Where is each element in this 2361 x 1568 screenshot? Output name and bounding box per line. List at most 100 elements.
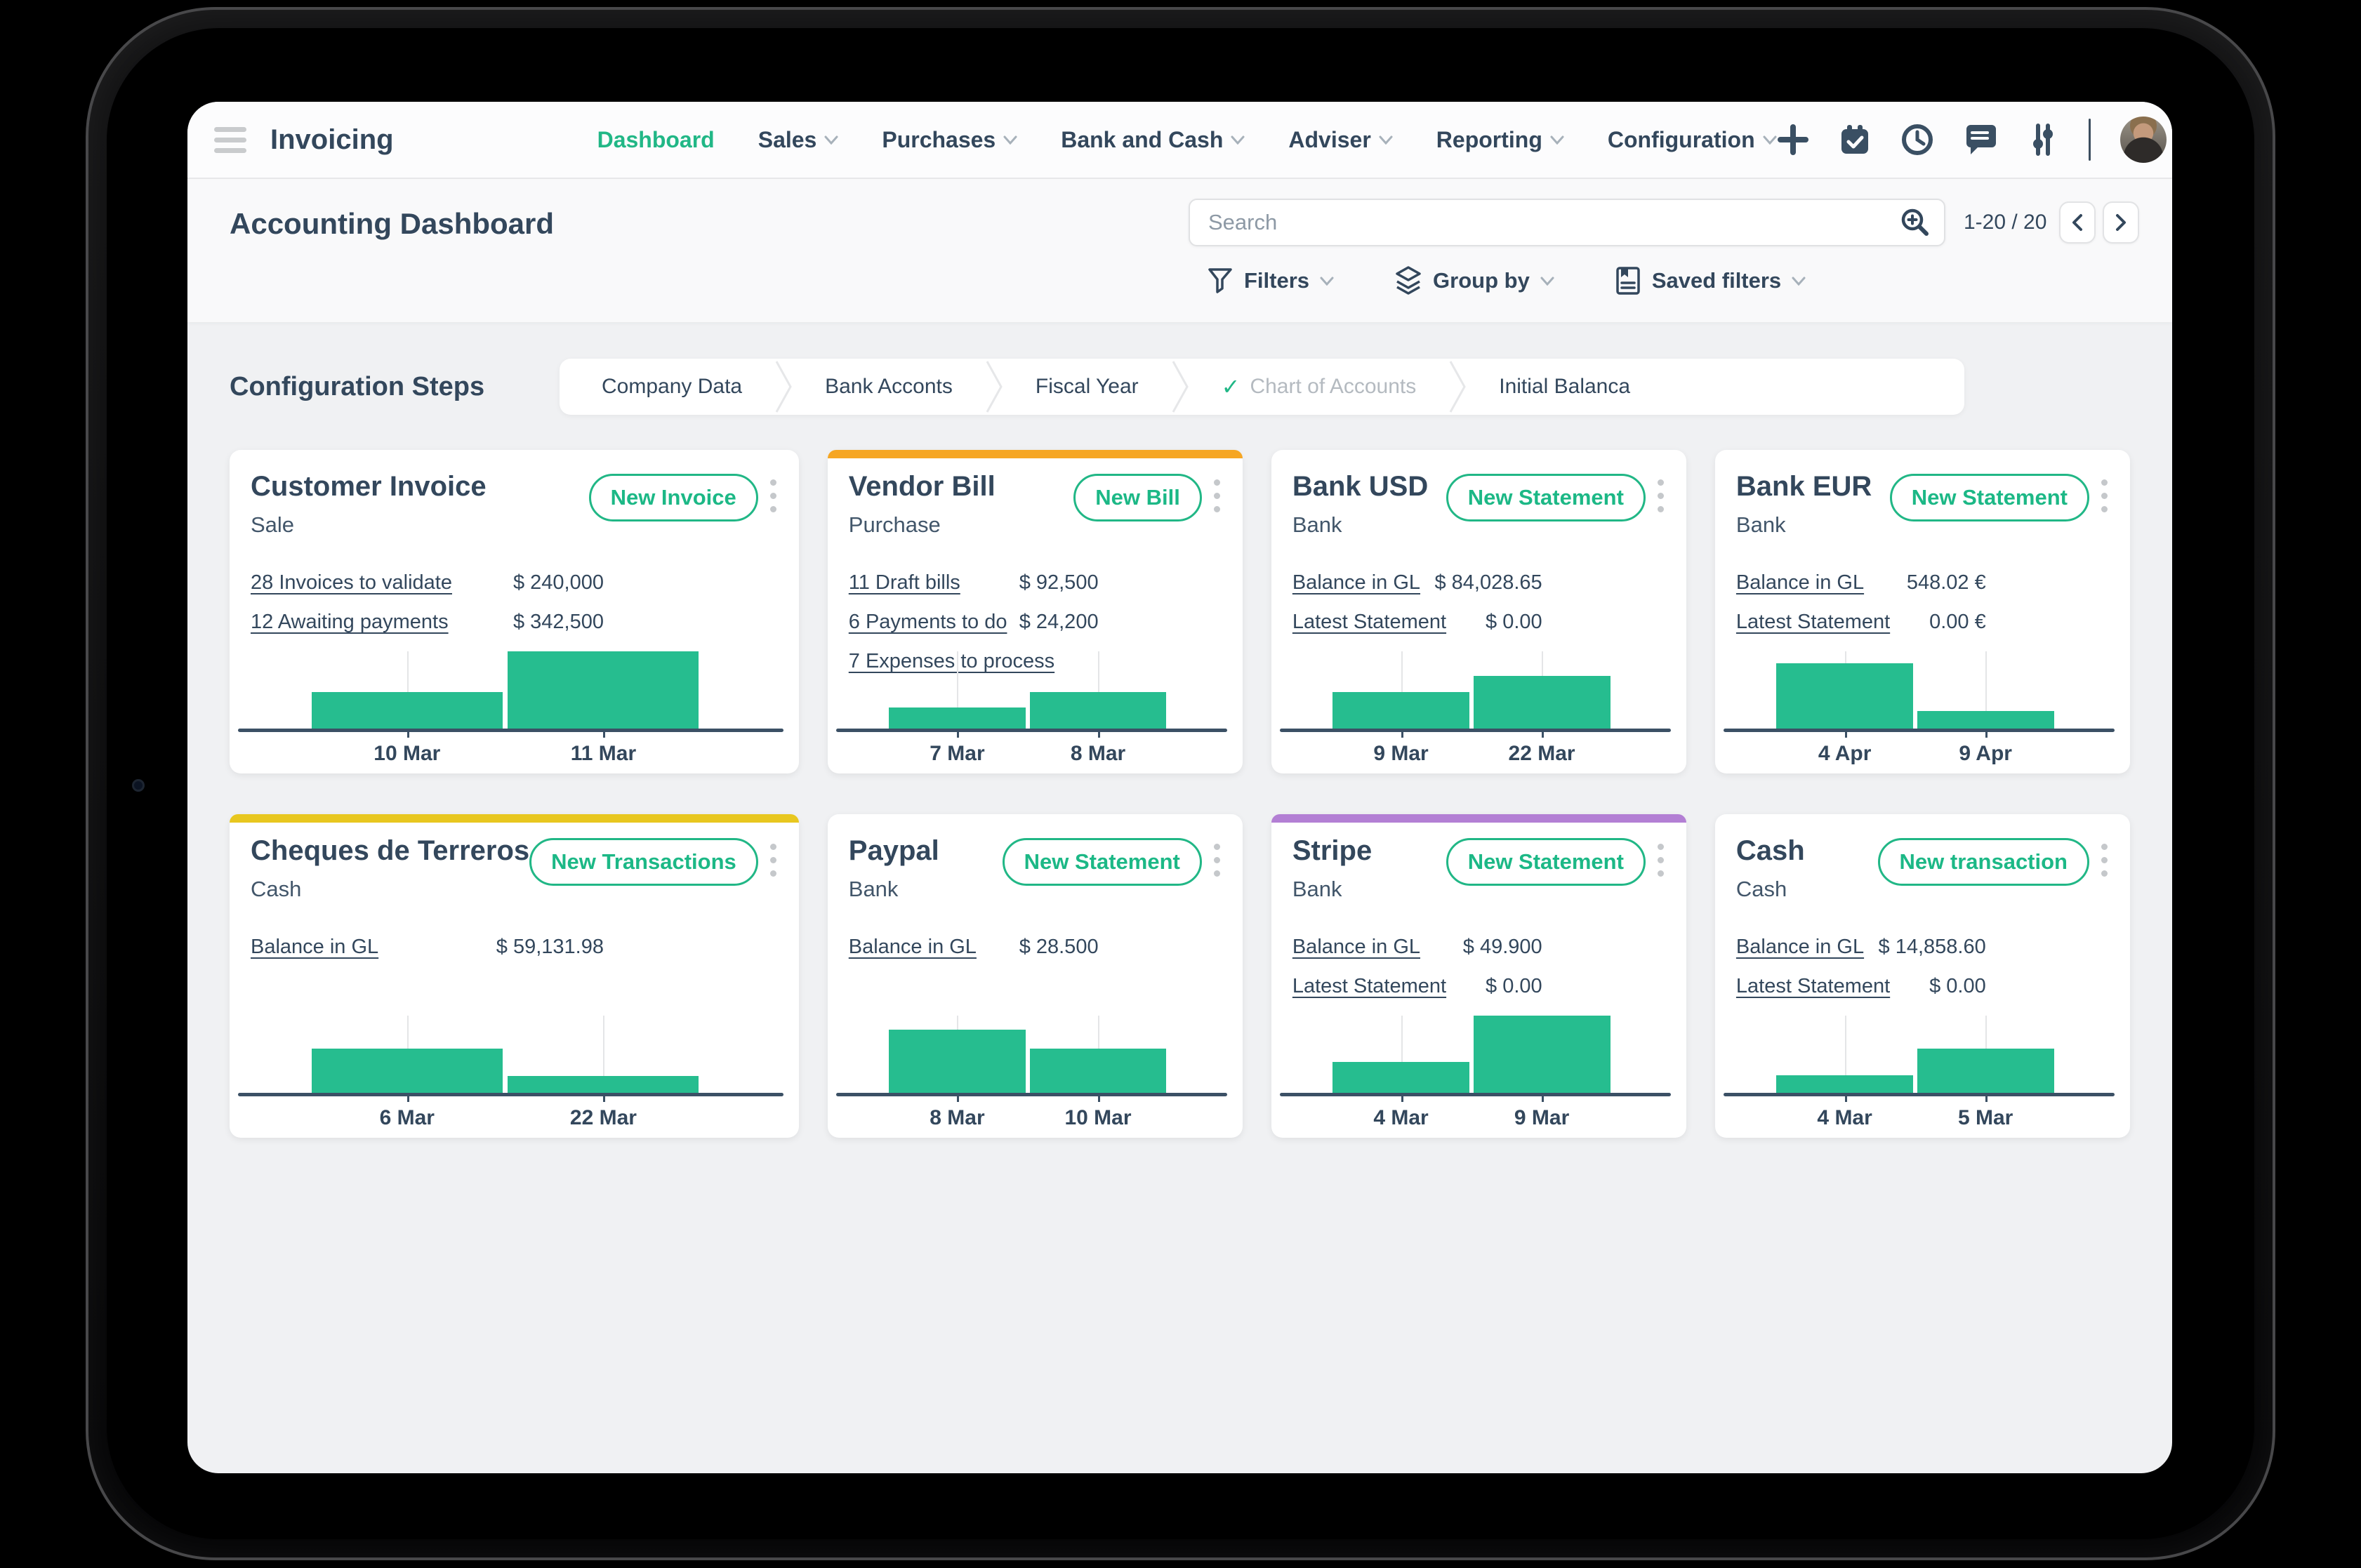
kebab-menu-icon[interactable] — [1656, 838, 1665, 882]
step-initial-balanca[interactable]: Initial Balanca — [1467, 375, 1662, 399]
card-cash: Cash Cash New transaction Balance in GL $ 14… — [1714, 814, 2130, 1138]
menu-item-purchases[interactable]: Purchases — [882, 127, 1017, 153]
card-header: Cash Cash New transaction — [1736, 835, 2109, 902]
new-transactions-button[interactable]: New Transactions — [529, 838, 758, 886]
card-row-link[interactable]: 11 Draft bills — [848, 571, 960, 594]
calendar-check-icon[interactable] — [1839, 124, 1871, 156]
step-fiscal-year[interactable]: Fiscal Year — [1003, 375, 1171, 399]
configuration-steps-heading: Configuration Steps — [230, 371, 485, 401]
step-chart-of-accounts[interactable]: ✓ Chart of Accounts — [1189, 373, 1449, 400]
card-bar-chart: 6 Mar 22 Mar — [238, 1016, 783, 1129]
user-avatar[interactable] — [2119, 117, 2167, 163]
chart-bar[interactable] — [508, 651, 699, 729]
chart-plot — [238, 651, 783, 729]
chart-bar[interactable] — [1029, 1049, 1167, 1093]
chart-bar[interactable] — [1473, 676, 1611, 729]
chart-bar[interactable] — [311, 692, 503, 729]
chart-baseline — [1279, 1093, 1671, 1102]
card-row-link[interactable]: Latest Statement — [1292, 611, 1447, 633]
messages-icon[interactable] — [1964, 124, 1997, 156]
step-label: Initial Balanca — [1499, 375, 1631, 398]
kebab-menu-icon[interactable] — [1212, 838, 1222, 882]
card-row-link[interactable]: Latest Statement — [1735, 975, 1891, 997]
chart-bar[interactable] — [1332, 692, 1470, 729]
new-statement-button[interactable]: New Statement — [1889, 474, 2089, 521]
card-row-link[interactable]: 28 Invoices to validate — [251, 571, 452, 594]
card-row-link[interactable]: 7 Expenses to process — [848, 650, 1055, 672]
chart-bar[interactable] — [1776, 663, 1914, 729]
card-row: 7 Expenses to process — [849, 642, 1099, 681]
chart-axis-tick — [1542, 1096, 1545, 1102]
card-row-amount: $ 14,858.60 — [1878, 936, 1986, 958]
new-transaction-button[interactable]: New transaction — [1877, 838, 2089, 886]
card-row-link[interactable]: Balance in GL — [1292, 936, 1421, 958]
card-row-link[interactable]: Latest Statement — [1735, 611, 1891, 633]
chart-bar[interactable] — [1029, 692, 1167, 729]
kebab-menu-icon[interactable] — [769, 474, 778, 518]
sliders-icon[interactable] — [2027, 123, 2059, 157]
group-by-button[interactable]: Group by — [1394, 266, 1554, 295]
new-statement-button[interactable]: New Statement — [1002, 838, 1202, 886]
filters-button[interactable]: Filters — [1207, 266, 1334, 295]
step-company-data[interactable]: Company Data — [569, 375, 774, 399]
chart-bar[interactable] — [888, 707, 1026, 729]
kebab-menu-icon[interactable] — [2100, 474, 2109, 518]
chevron-down-icon — [1320, 277, 1334, 286]
menu-item-reporting[interactable]: Reporting — [1436, 127, 1564, 153]
card-row-amount: $ 59,131.98 — [496, 936, 604, 958]
hamburger-menu-icon[interactable] — [214, 123, 246, 157]
menu-item-label: Dashboard — [597, 126, 715, 152]
menu-item-configuration[interactable]: Configuration — [1608, 127, 1777, 153]
card-row-link[interactable]: Balance in GL — [1735, 936, 1865, 958]
menu-item-sales[interactable]: Sales — [758, 127, 839, 153]
new-bill-button[interactable]: New Bill — [1073, 474, 1202, 521]
menu-item-dashboard[interactable]: Dashboard — [597, 127, 715, 153]
new-statement-button[interactable]: New Statement — [1446, 474, 1646, 521]
card-row-link[interactable]: Balance in GL — [1735, 571, 1865, 594]
chart-bar[interactable] — [1473, 1016, 1611, 1093]
card-row-link[interactable]: Balance in GL — [1292, 571, 1421, 594]
card-row-link[interactable]: 6 Payments to do — [848, 611, 1007, 633]
clock-icon[interactable] — [1900, 123, 1934, 157]
configuration-steps-section: Configuration Steps Company Data Bank Acc… — [230, 359, 2130, 415]
card-actions: New Statement — [1889, 474, 2109, 521]
pager-previous-button[interactable] — [2059, 201, 2096, 244]
chart-category-label: 10 Mar — [1064, 1106, 1132, 1129]
step-label: Chart of Accounts — [1250, 375, 1417, 398]
chart-bar[interactable] — [311, 1049, 503, 1093]
card-row-link[interactable]: Balance in GL — [848, 936, 977, 958]
card-rows: Balance in GL $ 84,028.65 Latest Statement… — [1292, 563, 1665, 642]
card-row-link[interactable]: Balance in GL — [251, 936, 379, 958]
plus-icon[interactable] — [1777, 124, 1809, 156]
chart-bar[interactable] — [888, 1029, 1026, 1093]
menu-item-bank-and-cash[interactable]: Bank and Cash — [1061, 127, 1245, 153]
chart-category-label: 7 Mar — [930, 742, 985, 765]
kebab-menu-icon[interactable] — [1656, 474, 1665, 518]
chart-baseline — [238, 1093, 783, 1102]
kebab-menu-icon[interactable] — [769, 838, 778, 882]
new-invoice-button[interactable]: New Invoice — [588, 474, 758, 521]
kebab-menu-icon[interactable] — [1212, 474, 1222, 518]
card-rows: Balance in GL $ 59,131.98 — [251, 927, 778, 966]
chart-plot — [836, 1016, 1227, 1093]
chart-bar[interactable] — [508, 1075, 699, 1093]
menu-item-adviser[interactable]: Adviser — [1288, 127, 1393, 153]
tablet-frame: Invoicing Dashboard Sales Purchases Bank an… — [86, 7, 2275, 1560]
kebab-menu-icon[interactable] — [2100, 838, 2109, 882]
zoom-in-icon[interactable] — [1899, 206, 1931, 239]
step-bank-acconts[interactable]: Bank Acconts — [793, 375, 985, 399]
card-row-link[interactable]: 12 Awaiting payments — [251, 611, 449, 633]
chart-bar[interactable] — [1776, 1075, 1914, 1093]
search-input[interactable] — [1208, 210, 1899, 235]
step-label: Company Data — [602, 375, 743, 398]
chart-bar[interactable] — [1917, 1049, 2054, 1093]
saved-filters-button[interactable]: Saved filters — [1615, 266, 1806, 295]
chart-labels: 7 Mar 8 Mar — [836, 742, 1227, 769]
card-row-link[interactable]: Latest Statement — [1292, 975, 1447, 997]
new-statement-button[interactable]: New Statement — [1446, 838, 1646, 886]
chart-labels: 4 Apr 9 Apr — [1724, 742, 2115, 769]
pager-next-button[interactable] — [2103, 201, 2140, 244]
chart-bar[interactable] — [1332, 1062, 1470, 1093]
chart-category-label: 10 Mar — [373, 742, 441, 765]
chart-bar[interactable] — [1917, 710, 2054, 729]
